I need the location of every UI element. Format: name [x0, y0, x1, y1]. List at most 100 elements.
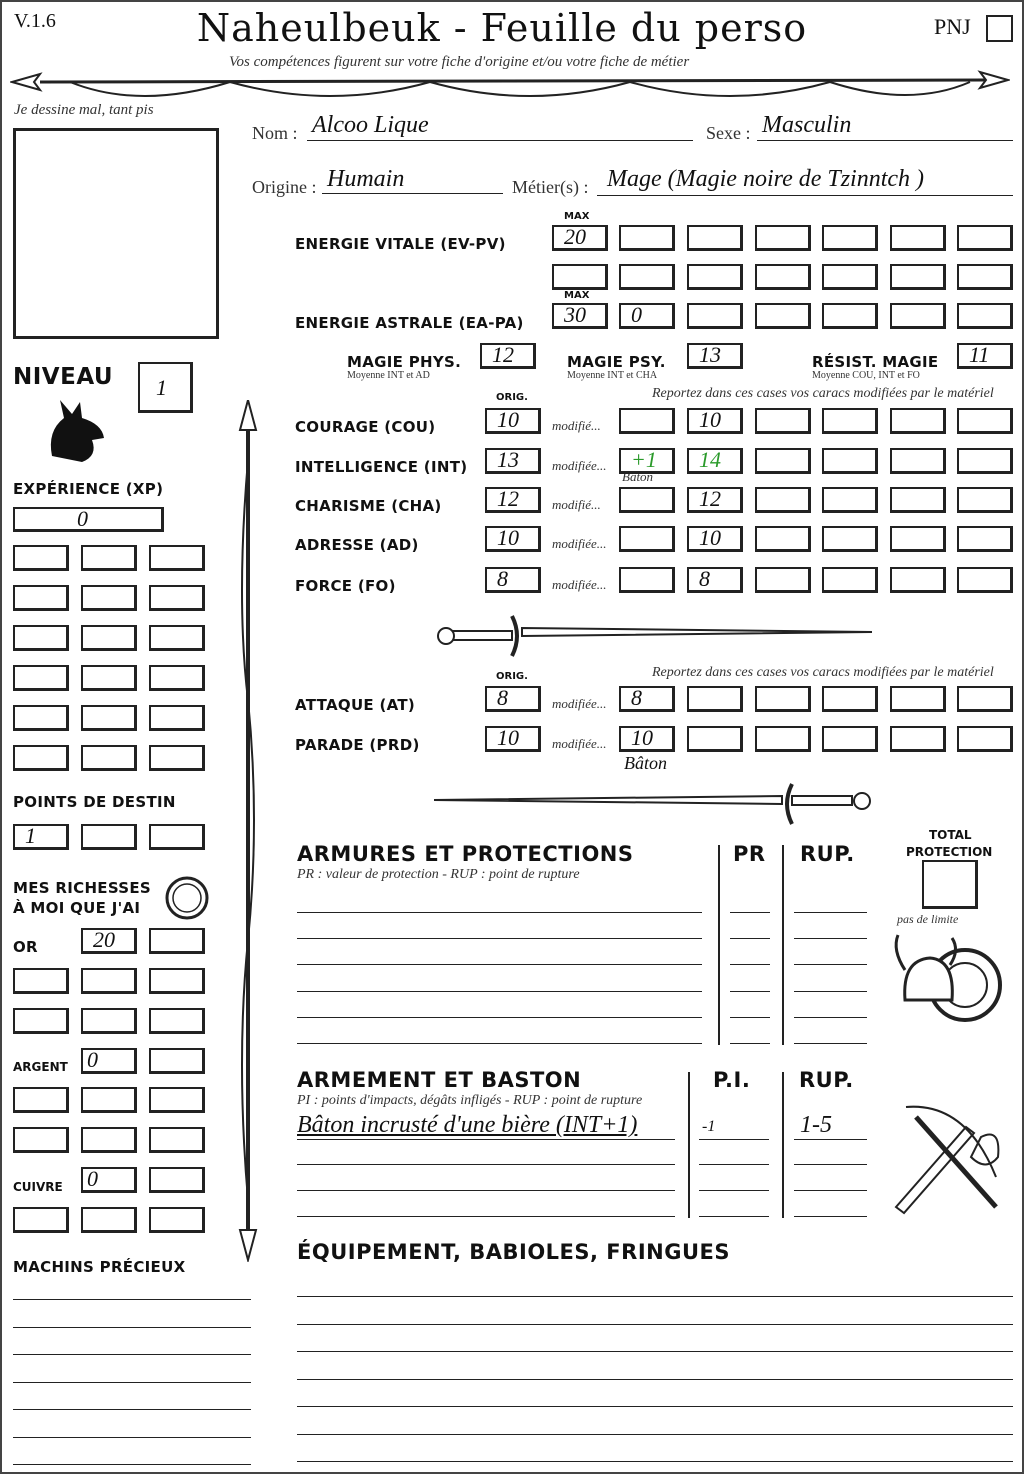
xp-box[interactable]	[13, 705, 69, 731]
sexe-value[interactable]: Masculin	[762, 112, 852, 138]
pr-line[interactable]	[730, 912, 770, 913]
machins-line[interactable]	[13, 1354, 251, 1355]
xp-box[interactable]	[81, 585, 137, 611]
combat-orig-box[interactable]: 8	[485, 686, 541, 712]
origine-value[interactable]: Humain	[327, 166, 405, 192]
ev-box[interactable]	[822, 264, 878, 290]
armure-line[interactable]	[297, 1017, 702, 1018]
stat-extra-box[interactable]	[822, 567, 878, 593]
combat-value-box[interactable]: 10	[619, 726, 675, 752]
pi-line[interactable]	[699, 1190, 769, 1191]
combat-extra-box[interactable]	[822, 686, 878, 712]
ev-box[interactable]	[687, 264, 743, 290]
stat-value-box[interactable]: 8	[687, 567, 743, 593]
ev-max-box[interactable]: 20	[552, 225, 608, 251]
pi-line[interactable]	[699, 1216, 769, 1217]
equipement-line[interactable]	[297, 1406, 1013, 1407]
stat-orig-box[interactable]: 10	[485, 408, 541, 434]
stat-extra-box[interactable]	[890, 526, 946, 552]
weapon-rup[interactable]: 1-5	[800, 1112, 832, 1138]
machins-line[interactable]	[13, 1409, 251, 1410]
armure-rup-line[interactable]	[794, 1043, 867, 1044]
pr-line[interactable]	[730, 991, 770, 992]
stat-mod-box[interactable]	[619, 526, 675, 552]
combat-extra-box[interactable]	[890, 686, 946, 712]
xp-box[interactable]	[13, 625, 69, 651]
weapon-rup-line[interactable]	[794, 1190, 867, 1191]
combat-extra-box[interactable]	[822, 726, 878, 752]
xp-box[interactable]	[149, 625, 205, 651]
ev-box[interactable]	[619, 264, 675, 290]
machins-line[interactable]	[13, 1326, 251, 1328]
stat-value-box[interactable]: 10	[687, 526, 743, 552]
combat-value-box[interactable]: 8	[619, 686, 675, 712]
or-box[interactable]	[13, 1008, 69, 1034]
ev-box[interactable]	[957, 264, 1013, 290]
cuivre-box[interactable]	[149, 1207, 205, 1233]
weapon-line[interactable]	[297, 1216, 675, 1217]
pi-line[interactable]	[699, 1164, 769, 1165]
stat-orig-box[interactable]: 8	[485, 567, 541, 593]
xp-box[interactable]	[13, 545, 69, 571]
or-box[interactable]	[81, 1008, 137, 1034]
stat-extra-box[interactable]	[822, 408, 878, 434]
cuivre-box[interactable]	[81, 1207, 137, 1233]
weapon-rup-line[interactable]	[794, 1139, 867, 1140]
xp-box[interactable]	[149, 585, 205, 611]
armure-rup-line[interactable]	[794, 938, 867, 939]
cuivre-box[interactable]	[13, 1207, 69, 1233]
weapon-name[interactable]: Bâton incrusté d'une bière (INT+1)	[297, 1112, 638, 1138]
machins-line[interactable]	[13, 1381, 251, 1383]
stat-extra-box[interactable]	[755, 408, 811, 434]
stat-extra-box[interactable]	[957, 448, 1013, 474]
machins-line[interactable]	[13, 1299, 251, 1300]
pr-line[interactable]	[730, 938, 770, 939]
xp-box[interactable]	[149, 705, 205, 731]
combat-extra-box[interactable]	[957, 726, 1013, 752]
xp-box[interactable]: 0	[13, 507, 164, 532]
equipement-line[interactable]	[297, 1378, 1013, 1380]
combat-extra-box[interactable]	[957, 686, 1013, 712]
stat-value-box[interactable]: 10	[687, 408, 743, 434]
xp-box[interactable]	[13, 745, 69, 771]
ev-box[interactable]	[957, 225, 1013, 251]
argent-box[interactable]	[81, 1127, 137, 1153]
pr-line[interactable]	[730, 1043, 770, 1044]
armure-rup-line[interactable]	[794, 964, 867, 965]
stat-extra-box[interactable]	[755, 448, 811, 474]
or-box[interactable]	[149, 1008, 205, 1034]
xp-box[interactable]	[81, 705, 137, 731]
ea-box[interactable]	[957, 303, 1013, 329]
combat-extra-box[interactable]	[687, 686, 743, 712]
pr-line[interactable]	[730, 964, 770, 965]
ev-box[interactable]	[890, 225, 946, 251]
weapon-line[interactable]	[297, 1139, 675, 1140]
stat-extra-box[interactable]	[957, 408, 1013, 434]
armure-rup-line[interactable]	[794, 1017, 867, 1018]
stat-orig-box[interactable]: 12	[485, 487, 541, 513]
xp-box[interactable]	[81, 665, 137, 691]
combat-extra-box[interactable]	[890, 726, 946, 752]
weapon-line[interactable]	[297, 1190, 675, 1191]
stat-extra-box[interactable]	[822, 448, 878, 474]
weapon-rup-line[interactable]	[794, 1216, 867, 1217]
weapon-pi[interactable]: -1	[702, 1118, 716, 1135]
stat-orig-box[interactable]: 10	[485, 526, 541, 552]
weapon-line[interactable]	[297, 1164, 675, 1165]
stat-mod-box[interactable]: +1	[619, 448, 675, 474]
stat-extra-box[interactable]	[755, 526, 811, 552]
nom-value[interactable]: Alcoo Lique	[312, 112, 429, 138]
resist-magie-box[interactable]: 11	[957, 343, 1013, 369]
argent-box[interactable]	[149, 1048, 205, 1074]
xp-box[interactable]	[149, 545, 205, 571]
xp-box[interactable]	[149, 665, 205, 691]
stat-extra-box[interactable]	[822, 526, 878, 552]
ev-box[interactable]	[619, 225, 675, 251]
stat-extra-box[interactable]	[755, 487, 811, 513]
stat-mod-box[interactable]	[619, 408, 675, 434]
ev-box[interactable]	[687, 225, 743, 251]
stat-extra-box[interactable]	[822, 487, 878, 513]
stat-extra-box[interactable]	[957, 567, 1013, 593]
magie-psy-box[interactable]: 13	[687, 343, 743, 369]
stat-extra-box[interactable]	[890, 448, 946, 474]
